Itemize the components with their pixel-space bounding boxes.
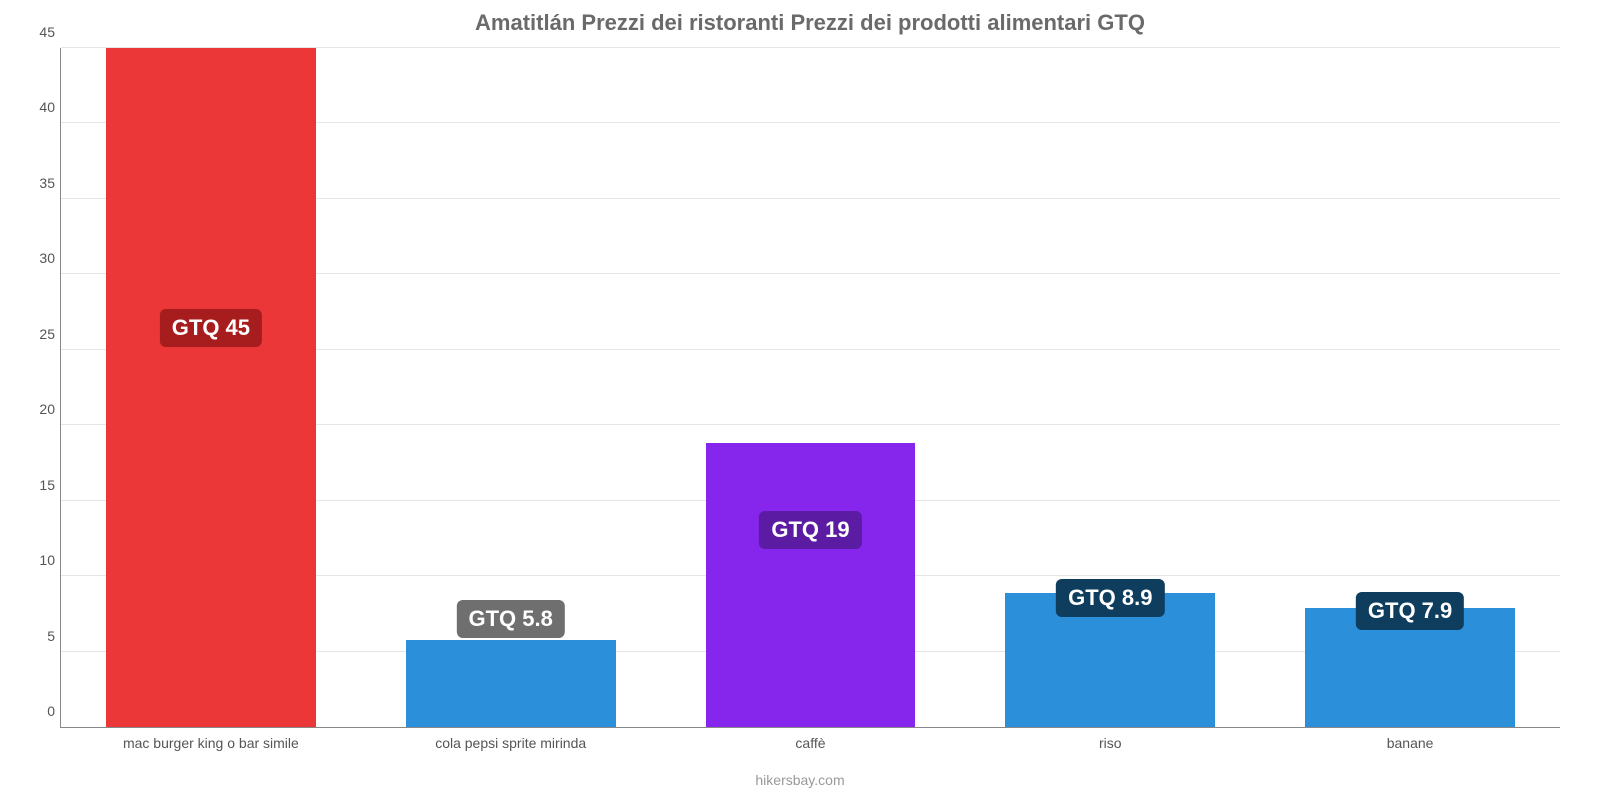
ytick-label: 20	[23, 401, 55, 417]
price-chart: Amatitlán Prezzi dei ristoranti Prezzi d…	[0, 0, 1600, 800]
bar-slot: GTQ 19caffè	[661, 48, 961, 727]
bar-slot: GTQ 45mac burger king o bar simile	[61, 48, 361, 727]
ytick-label: 10	[23, 552, 55, 568]
bar-slot: GTQ 8.9riso	[960, 48, 1260, 727]
ytick-label: 35	[23, 175, 55, 191]
value-badge: GTQ 19	[759, 511, 861, 549]
xtick-label: cola pepsi sprite mirinda	[435, 735, 586, 751]
ytick-label: 15	[23, 477, 55, 493]
xtick-label: mac burger king o bar simile	[123, 735, 299, 751]
ytick-label: 45	[23, 24, 55, 40]
ytick-label: 40	[23, 99, 55, 115]
value-badge: GTQ 8.9	[1056, 579, 1164, 617]
ytick-label: 25	[23, 326, 55, 342]
value-badge: GTQ 45	[160, 309, 262, 347]
ytick-label: 30	[23, 250, 55, 266]
xtick-label: riso	[1099, 735, 1122, 751]
bar	[106, 48, 316, 727]
bar	[406, 640, 616, 728]
attribution: hikersbay.com	[0, 772, 1600, 788]
bar-slot: GTQ 7.9banane	[1260, 48, 1560, 727]
bar-slot: GTQ 5.8cola pepsi sprite mirinda	[361, 48, 661, 727]
ytick-label: 5	[23, 628, 55, 644]
value-badge: GTQ 5.8	[457, 600, 565, 638]
ytick-label: 0	[23, 703, 55, 719]
bars-container: GTQ 45mac burger king o bar simileGTQ 5.…	[61, 48, 1560, 727]
plot-area: 051015202530354045 GTQ 45mac burger king…	[60, 48, 1560, 728]
xtick-label: caffè	[795, 735, 825, 751]
bar	[706, 443, 916, 727]
chart-title: Amatitlán Prezzi dei ristoranti Prezzi d…	[60, 10, 1560, 36]
value-badge: GTQ 7.9	[1356, 592, 1464, 630]
xtick-label: banane	[1387, 735, 1434, 751]
